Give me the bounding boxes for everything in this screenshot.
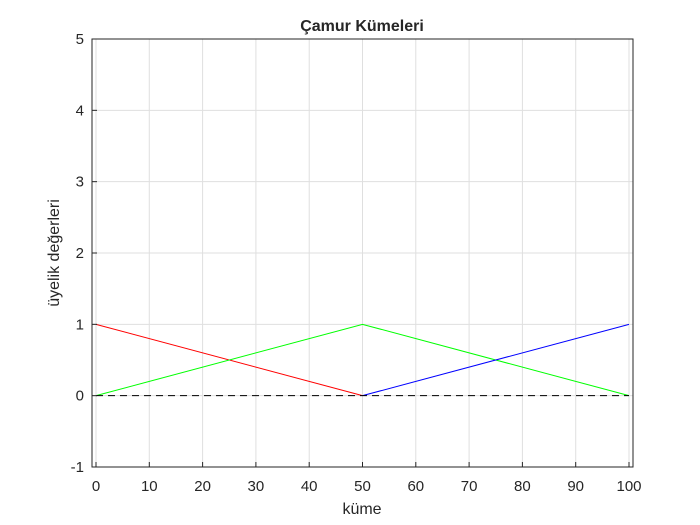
- x-tick-label: 0: [92, 478, 100, 495]
- y-tick-label: 4: [76, 102, 84, 119]
- x-tick-label: 90: [567, 478, 584, 495]
- x-axis-title: küme: [342, 501, 381, 518]
- y-tick-label: 1: [76, 316, 84, 333]
- y-tick-label: 2: [76, 245, 84, 262]
- series-line-blue: [362, 323, 630, 397]
- x-tick-label: 70: [461, 478, 478, 495]
- x-tick-label: 10: [141, 478, 158, 495]
- series-line-green: [95, 323, 630, 397]
- x-tick-label: 50: [354, 478, 371, 495]
- x-tick-label: 40: [301, 478, 318, 495]
- chart-title: Çamur Kümeleri: [300, 18, 424, 35]
- x-tick-label: 80: [514, 478, 531, 495]
- ticks: 0 10 20 30 40 50 60 70 80 90 100 -1 0 1 2 3 4 5: [71, 31, 642, 495]
- x-tick-label: 30: [248, 478, 265, 495]
- x-tick-label: 60: [407, 478, 424, 495]
- y-tick-label: 3: [76, 174, 84, 191]
- x-tick-label: 20: [194, 478, 211, 495]
- y-tick-label: 0: [76, 388, 84, 405]
- x-tick-label: 100: [616, 478, 641, 495]
- series-group: [95, 323, 630, 397]
- y-tick-label: -1: [71, 459, 84, 476]
- y-axis-title: üyelik değerleri: [46, 199, 63, 307]
- y-tick-label: 5: [76, 31, 84, 48]
